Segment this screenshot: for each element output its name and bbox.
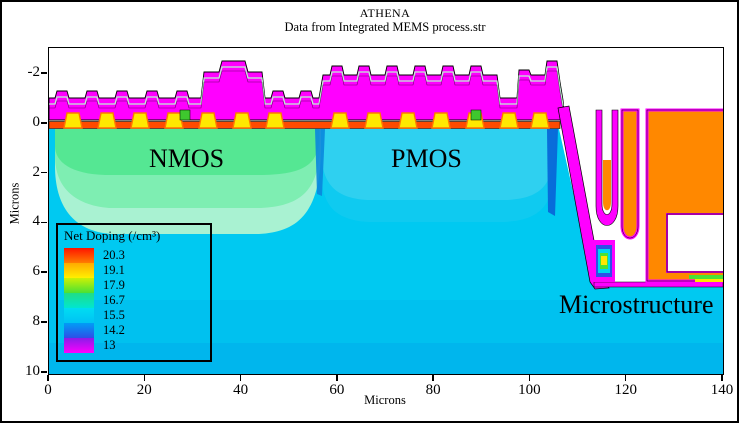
y-tick-mark [41,221,47,224]
y-tick-label: 2 [32,163,41,180]
x-tick-mark [432,375,434,381]
y-tick-mark [41,321,47,323]
x-axis-label: Microns [364,393,406,407]
y-tick-mark [41,72,47,74]
pmos-label: PMOS [391,144,462,173]
y-tick-label: 0 [32,113,41,130]
poly-contact-square [179,109,191,121]
microstructure-finger [620,108,640,240]
trench-bottom-film [593,281,723,288]
x-tick-label: 0 [44,382,52,398]
legend-swatch [64,263,94,278]
nmos-well-region [55,129,321,234]
x-tick-label: 60 [329,382,345,398]
legend-value: 13 [103,338,116,352]
legend-swatch [64,293,94,308]
pmos-well-region [315,129,558,222]
legend-swatch [64,338,94,353]
x-tick-label: 80 [425,382,441,398]
y-tick-mark [41,171,47,174]
y-tick-mark [41,371,47,373]
chart-title: ATHENA [359,6,411,20]
legend-swatch [64,248,94,263]
source-drain-bump [398,112,418,129]
y-tick-label: 10 [25,362,40,379]
substrate-deeper-band [49,343,723,374]
x-tick-mark [721,375,723,381]
legend-swatch [64,323,94,338]
y-tick-label: -2 [27,64,41,81]
well-boundary-streak-left [315,129,325,196]
source-drain-bump [232,112,252,129]
plot-area: NMOS PMOS Microstructure [48,47,724,375]
surface-film-stack [49,60,566,121]
legend-value: 20.3 [103,248,125,262]
source-drain-bump [63,112,83,129]
surface-doping-band [49,121,561,129]
x-tick-mark [624,375,627,381]
y-tick-label: 6 [32,263,41,280]
source-drain-bump [364,112,384,129]
legend-entry: 15.5 [64,308,210,323]
x-tick-mark [336,375,338,381]
y-tick-mark [41,122,47,124]
microstructure-label: Microstructure [559,290,714,319]
legend-swatch [64,278,94,293]
source-drain-bump [198,112,218,129]
cross-section-svg [49,48,723,374]
x-tick-mark [239,375,242,381]
legend-rows: 20.3 19.1 17.9 16.7 15.5 14.2 13 [64,248,210,353]
x-tick-mark [528,375,531,381]
x-tick-label: 20 [136,382,152,398]
x-tick-mark [47,375,49,381]
anchor-u-structure [595,109,619,226]
source-drain-bump [130,112,150,129]
y-tick-label: 8 [32,312,41,329]
source-drain-bump [97,112,117,129]
legend-value: 19.1 [103,263,125,277]
legend-value: 16.7 [103,293,125,307]
legend-value: 15.5 [103,308,125,322]
x-tick-label: 40 [233,382,249,398]
legend-swatch [64,308,94,323]
x-tick-label: 120 [614,382,637,398]
legend-entry: 13 [64,338,210,353]
source-drain-bump [499,112,519,129]
y-tick-mark [41,271,47,273]
poly-contact-square [470,109,482,121]
legend-entry: 17.9 [64,278,210,293]
nmos-label: NMOS [149,144,225,173]
y-tick-label: 4 [32,213,41,230]
source-drain-bump [330,112,350,129]
legend: Net Doping (/cm³) 20.3 19.1 17.9 16.7 15.5 14… [56,223,212,362]
trench-sidewall [557,105,610,290]
x-tick-label: 100 [518,382,541,398]
legend-title: Net Doping (/cm³) [64,228,161,243]
well-boundary-streak-right [547,129,558,216]
x-tick-label: 140 [710,382,734,398]
legend-entry: 20.3 [64,248,210,263]
legend-entry: 14.2 [64,323,210,338]
x-tick-mark [143,375,146,381]
legend-entry: 16.7 [64,293,210,308]
source-drain-bump [265,112,285,129]
microstructure-cavity [666,213,723,273]
trench-bottom-doping-patch [593,240,615,282]
chart-subtitle: Data from Integrated MEMS process.str [284,20,486,34]
source-drain-bump [431,112,451,129]
legend-entry: 19.1 [64,263,210,278]
microstructure-block [645,108,723,283]
legend-value: 14.2 [103,323,125,337]
source-drain-bump [530,112,550,129]
legend-value: 17.9 [103,278,125,292]
block-bottom-doping-patch [689,275,723,282]
